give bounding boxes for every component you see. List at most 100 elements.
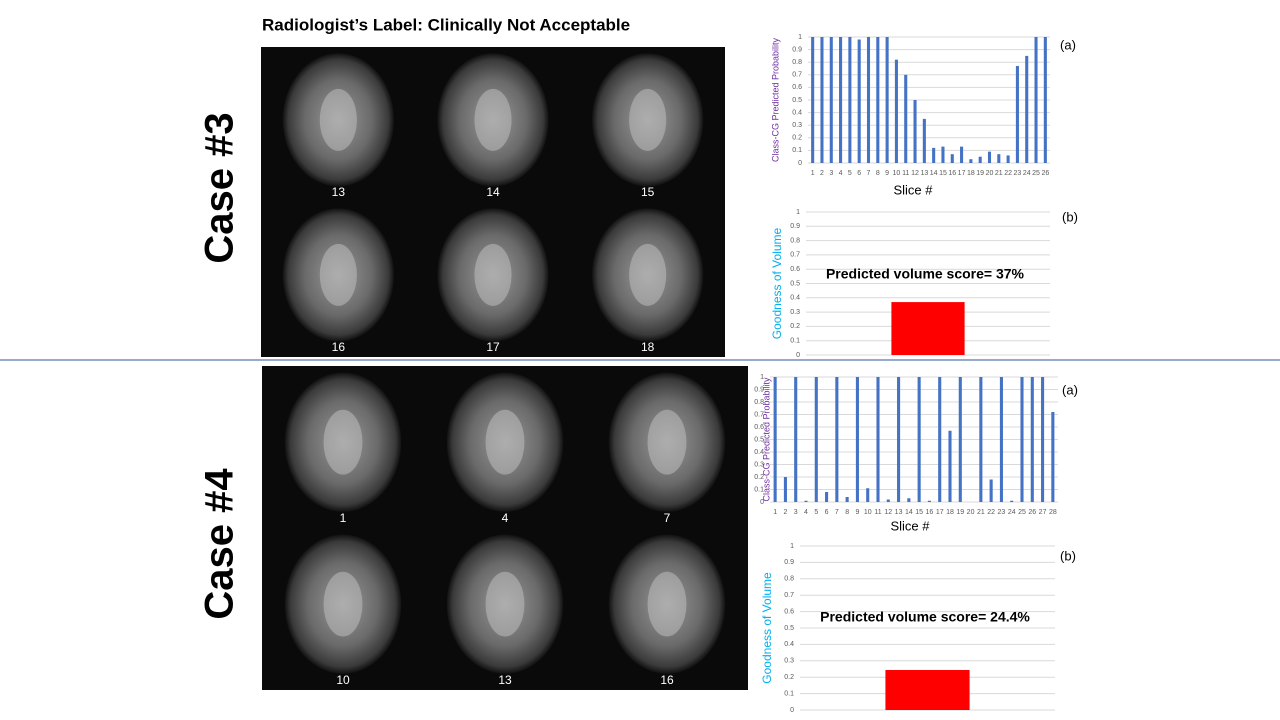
x-tick-label: 4	[804, 509, 808, 516]
y-tick-label: 0.9	[792, 46, 802, 53]
y-tick-label: 0.7	[790, 252, 800, 259]
bar	[839, 37, 843, 163]
x-tick-label: 4	[839, 170, 843, 177]
bar	[997, 154, 1001, 163]
mri-detail	[647, 571, 687, 637]
y-tick-label: 0.5	[754, 436, 764, 443]
x-tick-label: 12	[911, 170, 919, 177]
x-tick-label: 7	[867, 170, 871, 177]
y-tick-label: 0.1	[754, 486, 764, 493]
mri-detail	[319, 243, 357, 306]
bar	[1034, 37, 1038, 163]
x-tick-label: 20	[967, 509, 975, 516]
x-tick-label: 1	[773, 509, 777, 516]
bar	[913, 100, 917, 163]
y-tick-label: 0.5	[792, 97, 802, 104]
x-tick-label: 11	[874, 509, 881, 516]
score-annotation: Predicted volume score= 37%	[826, 266, 1025, 282]
x-tick-label: 26	[1028, 509, 1036, 516]
bar	[922, 118, 926, 163]
y-tick-label: 1	[760, 374, 764, 381]
x-tick-label: 1	[811, 170, 815, 177]
bar	[979, 377, 983, 502]
x-axis-label: Slice #	[893, 182, 933, 197]
mri-detail	[485, 571, 525, 637]
bar	[950, 154, 954, 163]
mri-detail	[474, 243, 512, 306]
x-tick-label: 2	[783, 509, 787, 516]
bar	[885, 37, 889, 163]
x-tick-label: 12	[884, 509, 892, 516]
bar	[855, 377, 859, 502]
x-tick-label: 9	[855, 509, 859, 516]
y-tick-label: 0.6	[792, 84, 802, 91]
x-tick-label: 6	[857, 170, 861, 177]
y-tick-label: 0.9	[754, 386, 764, 393]
case-label: Case #4	[198, 468, 242, 620]
x-tick-label: 21	[977, 509, 985, 516]
bar	[1020, 377, 1024, 502]
bar	[886, 499, 890, 502]
bar	[820, 37, 824, 163]
bar	[932, 147, 936, 163]
y-tick-label: 0.7	[754, 411, 764, 418]
x-tick-label: 7	[835, 509, 839, 516]
y-tick-label: 0.2	[784, 674, 794, 681]
bar	[999, 377, 1003, 502]
y-tick-label: 0.2	[790, 323, 800, 330]
x-tick-label: 25	[1018, 509, 1026, 516]
bar	[1030, 377, 1034, 502]
slice-number: 14	[486, 185, 500, 199]
bar	[1015, 65, 1019, 163]
mri-detail	[323, 409, 363, 475]
bar	[960, 146, 964, 163]
bar	[1025, 55, 1029, 163]
x-tick-label: 19	[956, 509, 964, 516]
y-axis-label: Goodness of Volume	[770, 227, 784, 339]
x-tick-label: 23	[998, 509, 1006, 516]
x-tick-label: 19	[976, 170, 984, 177]
bar	[917, 377, 921, 502]
slice-number: 17	[486, 340, 500, 354]
y-tick-label: 0.6	[784, 608, 794, 615]
bar	[814, 377, 818, 502]
x-tick-label: 18	[967, 170, 975, 177]
slice-number: 1	[340, 511, 347, 525]
bar	[978, 156, 982, 163]
x-tick-label: 16	[926, 509, 934, 516]
bar	[1051, 412, 1055, 502]
panel-annotation: (a)	[1062, 382, 1078, 397]
y-axis-label: Goodness of Volume	[760, 572, 774, 684]
y-tick-label: 0.1	[792, 147, 802, 154]
slice-number: 16	[660, 673, 674, 687]
y-tick-label: 0.9	[784, 559, 794, 566]
x-tick-label: 21	[995, 170, 1003, 177]
x-tick-label: 17	[936, 509, 944, 516]
x-tick-label: 13	[920, 170, 928, 177]
x-tick-label: 5	[848, 170, 852, 177]
y-tick-label: 0.1	[784, 690, 794, 697]
bar	[1010, 500, 1014, 502]
x-axis-label: Slice #	[890, 518, 930, 533]
slice-number: 10	[336, 673, 350, 687]
y-tick-label: 0.3	[790, 309, 800, 316]
x-tick-label: 22	[987, 509, 995, 516]
score-annotation: Predicted volume score= 24.4%	[820, 609, 1030, 625]
bar	[835, 377, 839, 502]
x-tick-label: 10	[864, 509, 872, 516]
x-tick-label: 15	[915, 509, 923, 516]
y-tick-label: 0.8	[792, 59, 802, 66]
x-tick-label: 14	[905, 509, 913, 516]
y-tick-label: 0.7	[792, 72, 802, 79]
y-axis-label: Class-CG Predicted Probability	[770, 37, 780, 162]
x-tick-label: 27	[1039, 509, 1047, 516]
bar	[1006, 155, 1010, 163]
y-tick-label: 0	[760, 499, 764, 506]
bar	[876, 377, 880, 502]
case-label: Case #3	[198, 112, 242, 263]
slice-number: 13	[498, 673, 512, 687]
y-tick-label: 0	[790, 707, 794, 714]
y-tick-label: 1	[790, 543, 794, 550]
bar	[904, 74, 908, 163]
bar	[783, 477, 787, 502]
